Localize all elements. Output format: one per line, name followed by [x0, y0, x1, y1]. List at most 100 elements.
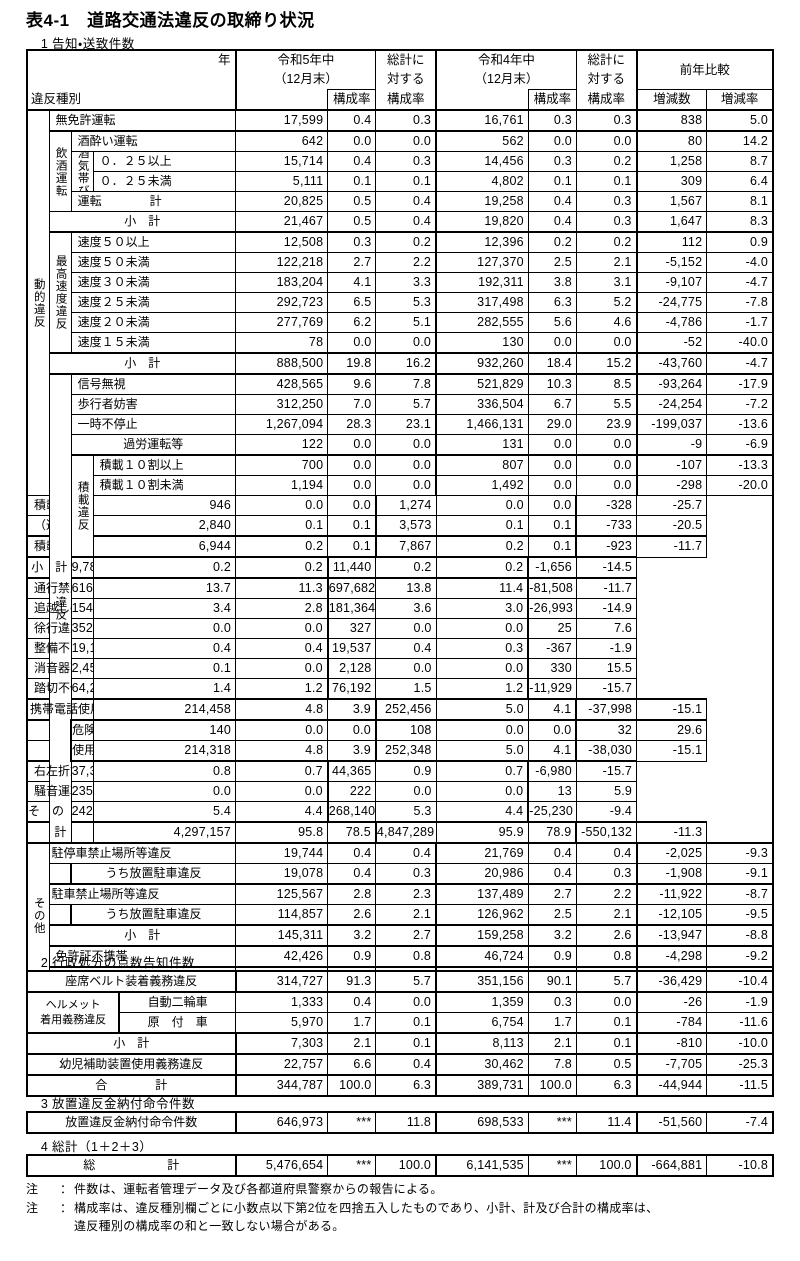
cell-cur-value: 214,318: [92, 740, 237, 762]
cell-prev-total: 0.0: [435, 658, 530, 679]
rail-saikousoku: 最高速度違反: [48, 231, 72, 354]
cell-cur-ratio: 0.2: [92, 556, 237, 579]
table-row-subtotal: 小 計 21,467 0.5 0.4 19,820 0.4 0.3 1,647 …: [27, 211, 774, 233]
cell-delta-count: -11,929: [527, 678, 577, 700]
cell-prev-total: 4.1: [527, 740, 578, 762]
cell-delta-count: 25: [527, 618, 577, 639]
row-label: 速度５０未満: [70, 252, 237, 273]
row-label: 整備不良車運転: [26, 638, 72, 659]
notes-block: 注 ： 件数は、運転者管理データ及び各都道府県警察からの報告による。 注 ： 構…: [26, 1180, 774, 1236]
rail-doteki: 動的違反: [26, 109, 50, 496]
cell-cur-value: 214,458: [92, 698, 237, 721]
note-separator: ：: [60, 1182, 73, 1196]
cell-delta-count: -6,980: [527, 760, 577, 782]
cell-cur-total: 11.8: [375, 1111, 438, 1134]
cell-cur-ratio: 6.5: [327, 292, 377, 313]
cell-cur-total: 0.2: [234, 556, 329, 579]
row-label: （過積載の小計）: [26, 515, 50, 537]
cell-prev-total: 2.1: [575, 252, 638, 273]
cell-delta-rate: 29.6: [636, 719, 708, 741]
table-row: 踏切不停止等 64,263 1.4 1.2 76,192 1.5 1.2 -11…: [26, 678, 773, 700]
cell-delta-rate: -4.7: [706, 272, 774, 293]
cell-prev-total: 0.1: [575, 171, 638, 192]
cell-prev-total: 0.2: [575, 231, 638, 253]
cell-delta-rate: -11.3: [636, 821, 708, 844]
cell-cur-value: 242,910: [70, 801, 94, 823]
table-row-subtotal: 小 計 888,500 19.8 16.2 932,260 18.4 15.2 …: [27, 352, 774, 375]
cell-cur-total: 1.2: [234, 678, 329, 700]
cell-cur-ratio: 28.3: [327, 414, 377, 435]
cell-delta-count: -328: [575, 495, 638, 516]
cell-cur-total: 0.3: [375, 109, 438, 132]
cell-cur-value: 122: [234, 434, 329, 456]
cell-cur-value: 946: [92, 495, 237, 516]
row-label: 総 計: [26, 1154, 237, 1177]
cell-delta-count: -9: [636, 434, 708, 456]
cell-delta-count: 32: [575, 719, 638, 741]
rail-sonota-text: その他: [32, 896, 45, 935]
cell-prev-total: 0.0: [575, 991, 638, 1013]
cell-cur-value: 1,267,094: [234, 414, 329, 435]
cell-cur-ratio: 0.5: [327, 191, 377, 212]
cell-prev-value: 389,731: [435, 1074, 529, 1097]
cell-prev-total: 0.5: [575, 1053, 638, 1076]
table-row: 一時不停止 1,267,094 28.3 23.1 1,466,131 29.0…: [27, 414, 774, 435]
table-row: 飲酒運転 酒酔い運転 642 0.0 0.0 562 0.0 0.0 80 14…: [27, 130, 774, 212]
cell-cur-total: 0.0: [234, 618, 329, 639]
cell-prev-total: 78.9: [527, 821, 578, 844]
cell-prev-ratio: ***: [527, 1111, 577, 1134]
cell-delta-rate: -40.0: [706, 332, 774, 354]
cell-cur-value: 183,204: [234, 272, 329, 293]
cell-prev-ratio: 3.8: [527, 272, 577, 293]
cell-prev-ratio: 3.2: [527, 924, 577, 947]
cell-prev-ratio: 90.1: [527, 970, 577, 993]
cell-cur-ratio: 0.4: [327, 151, 377, 172]
cell-cur-total: 2.2: [375, 252, 438, 273]
rail-saikousoku-text: 最高速度違反: [54, 255, 67, 330]
cell-cur-value: 888,500: [234, 352, 329, 375]
row-label: 積載方法等: [26, 535, 50, 558]
row-label: 駐車禁止場所等違反: [48, 883, 237, 905]
cell-delta-count: -36,429: [636, 970, 708, 993]
cell-cur-value: 125,567: [234, 883, 329, 905]
cell-delta-count: 838: [636, 109, 708, 132]
cell-prev-total: 23.9: [575, 414, 638, 435]
cell-cur-total: 2.3: [375, 883, 438, 905]
cell-cur-ratio: 0.0: [92, 618, 237, 639]
row-label: 小 計: [48, 211, 237, 233]
table-row: 右左折方法違反 37,385 0.8 0.7 44,365 0.9 0.7 -6…: [26, 760, 773, 782]
cell-delta-rate: -25.3: [706, 1053, 774, 1076]
cell-delta-count: -24,775: [636, 292, 708, 313]
cell-prev-ratio: 0.0: [435, 495, 529, 516]
table-row: 危険違反 140 0.0 0.0 108 0.0 0.0 32 29.6: [26, 719, 773, 741]
cell-cur-ratio: 95.8: [234, 821, 329, 844]
cell-delta-count: -37,998: [575, 698, 638, 721]
rail-helmet-line1: ヘルメット: [45, 998, 101, 1011]
cell-delta-rate: -11.7: [575, 577, 638, 599]
cell-prev-value: 126,962: [435, 904, 529, 926]
cell-prev-ratio: 0.2: [527, 231, 577, 253]
cell-prev-ratio: 0.0: [527, 434, 577, 456]
table-row: 酒気帯び ０．２５以上 15,714 0.4 0.3 14,456 0.3 0.…: [27, 151, 774, 192]
cell-delta-count: 13: [527, 781, 577, 802]
cell-delta-rate: -10.0: [706, 1032, 774, 1055]
cell-prev-value: 30,462: [435, 1053, 529, 1076]
row-label: 信号無視: [70, 373, 237, 395]
cell-cur-ratio: 3.4: [92, 598, 237, 619]
cell-cur-value: 700: [234, 454, 329, 476]
cell-prev-value: 1,274: [375, 495, 437, 516]
row-label: 積載１０割未満: [92, 475, 237, 496]
cell-prev-value: 44,365: [327, 760, 377, 782]
table-row: その他 駐停車禁止場所等違反 19,744 0.4 0.4 21,769 0.4…: [26, 842, 774, 989]
cell-prev-total: 0.0: [575, 434, 638, 456]
cell-prev-value: 282,555: [435, 312, 529, 333]
table-row: 原 付 車 5,970 1.7 0.1 6,754 1.7 0.1 -784 -…: [27, 1012, 774, 1034]
cell-delta-rate: -1.7: [706, 312, 774, 333]
table-row: 携帯電話使用等 214,458 4.8 3.9 252,456 5.0 4.1 …: [26, 698, 773, 721]
cell-delta-rate: -14.5: [575, 556, 638, 579]
cell-cur-ratio: 9.6: [327, 373, 377, 395]
cell-cur-total: 0.4: [375, 191, 438, 212]
cell-prev-value: 181,364: [327, 598, 377, 619]
cell-prev-total: 0.0: [575, 130, 638, 152]
cell-prev-value: 6,141,535: [435, 1154, 529, 1177]
